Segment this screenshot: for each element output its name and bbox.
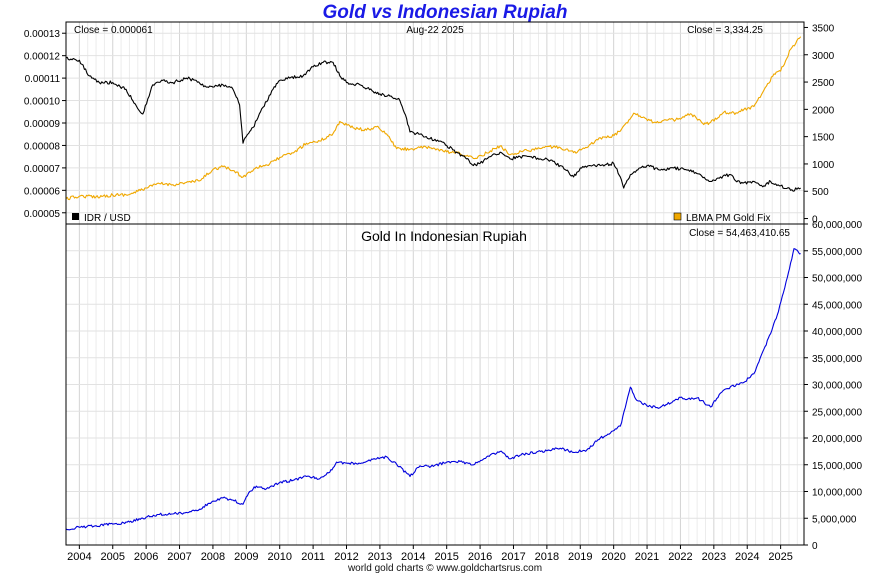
x-tick-label: 2020 [601, 551, 625, 563]
legend-swatch-gold [673, 212, 682, 221]
x-tick-label: 2006 [134, 551, 158, 563]
bottom-right-tick-label: 45,000,000 [812, 300, 862, 311]
top-right-tick-label: 0 [812, 215, 818, 226]
bottom-panel-frame [65, 223, 805, 546]
series-layer [65, 36, 802, 531]
bottom-grid [66, 223, 804, 545]
x-tick-label: 2019 [568, 551, 592, 563]
bottom-right-tick-label: 20,000,000 [812, 434, 862, 445]
legend-label-gold: LBMA PM Gold Fix [686, 213, 770, 224]
top-left-tick-label: 0.00012 [24, 52, 61, 63]
top-left-tick-label: 0.00006 [24, 186, 61, 197]
x-tick-label: 2017 [501, 551, 525, 563]
x-tick-label: 2024 [735, 551, 759, 563]
bottom-right-tick-label: 55,000,000 [812, 247, 862, 258]
x-tick-label: 2012 [334, 551, 358, 563]
top-left-tick-label: 0.00007 [24, 164, 61, 175]
top-left-tick-label: 0.00011 [25, 74, 61, 85]
x-tick-label: 2022 [668, 551, 692, 563]
x-tick-label: 2014 [401, 551, 425, 563]
top-left-tick-label: 0.00009 [24, 119, 61, 130]
bottom-right-tick-label: 25,000,000 [812, 407, 862, 418]
bottom-right-tick-label: 15,000,000 [812, 461, 862, 472]
x-tick-label: 2007 [167, 551, 191, 563]
bottom-close-label: Close = 54,463,410.65 [689, 228, 790, 239]
x-tick-label: 2010 [267, 551, 291, 563]
x-tick-label: 2013 [368, 551, 392, 563]
x-tick-label: 2005 [101, 551, 125, 563]
top-right-tick-label: 500 [812, 187, 829, 198]
top-right-tick-label: 3500 [812, 23, 835, 34]
top-left-tick-label: 0.00005 [24, 209, 61, 220]
x-tick-label: 2004 [67, 551, 91, 563]
x-tick-label: 2025 [768, 551, 792, 563]
bottom-right-tick-label: 30,000,000 [812, 381, 862, 392]
x-tick-label: 2015 [434, 551, 458, 563]
x-tick-label: 2018 [535, 551, 559, 563]
x-tick-label: 2008 [201, 551, 225, 563]
top-left-tick-label: 0.00008 [24, 141, 61, 152]
gold-idr-line [65, 248, 801, 531]
top-right-tick-label: 1500 [812, 133, 835, 144]
bottom-right-tick-label: 35,000,000 [812, 354, 862, 365]
gold-price-line [65, 36, 802, 201]
top-left-close-label: Close = 0.000061 [74, 25, 153, 36]
top-right-tick-label: 2000 [812, 105, 835, 116]
top-right-tick-label: 3000 [812, 51, 835, 62]
bottom-right-tick-label: 60,000,000 [812, 220, 862, 231]
chart-title: Gold vs Indonesian Rupiah [322, 2, 568, 23]
x-tick-label: 2016 [468, 551, 492, 563]
date-label: Aug-22 2025 [406, 25, 464, 36]
legend-swatch-idr [72, 213, 79, 220]
x-tick-label: 2023 [702, 551, 726, 563]
bottom-right-tick-label: 10,000,000 [812, 488, 862, 499]
top-right-close-label: Close = 3,334.25 [687, 25, 763, 36]
idr-usd-line [65, 56, 801, 192]
top-right-tick-label: 2500 [812, 78, 835, 89]
x-tick-label: 2009 [234, 551, 258, 563]
top-grid [66, 22, 804, 224]
top-right-tick-label: 1000 [812, 160, 835, 171]
bottom-right-tick-label: 5,000,000 [812, 514, 857, 525]
bottom-right-tick-label: 0 [812, 541, 818, 552]
footer-credit: world gold charts © www.goldchartsrus.co… [347, 563, 543, 574]
bottom-right-tick-label: 40,000,000 [812, 327, 862, 338]
top-left-tick-label: 0.00010 [24, 97, 61, 108]
bottom-right-tick-label: 50,000,000 [812, 274, 862, 285]
axis-layer: 2004 2005 2006 2007 2008 2009 2010 2011 2012 2013… [24, 23, 863, 563]
bottom-panel-title: Gold In Indonesian Rupiah [361, 228, 527, 244]
x-tick-label: 2011 [301, 551, 325, 563]
legend-label-idr: IDR / USD [84, 213, 131, 224]
x-tick-label: 2021 [635, 551, 659, 563]
top-left-tick-label: 0.00013 [24, 29, 61, 40]
